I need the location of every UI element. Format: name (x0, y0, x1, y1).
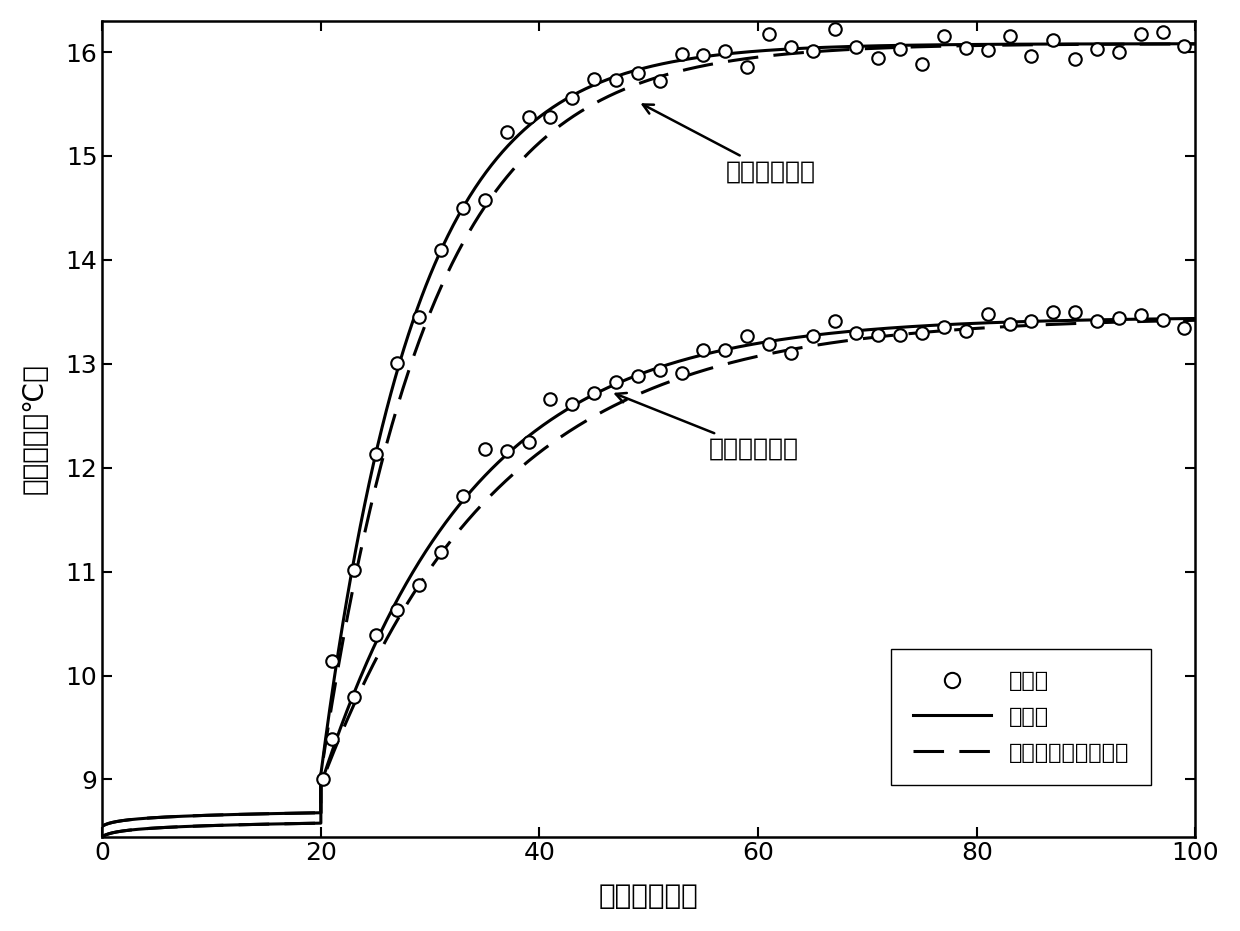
X-axis label: 时间（小时）: 时间（小时） (599, 883, 698, 911)
Text: 进口流体温度: 进口流体温度 (642, 104, 816, 183)
Y-axis label: 流体温度（℃）: 流体温度（℃） (21, 363, 48, 494)
Text: 出口流体温度: 出口流体温度 (616, 393, 799, 461)
Legend: 实验值, 本发明, 准二维瞬态换热模型: 实验值, 本发明, 准二维瞬态换热模型 (892, 649, 1152, 785)
